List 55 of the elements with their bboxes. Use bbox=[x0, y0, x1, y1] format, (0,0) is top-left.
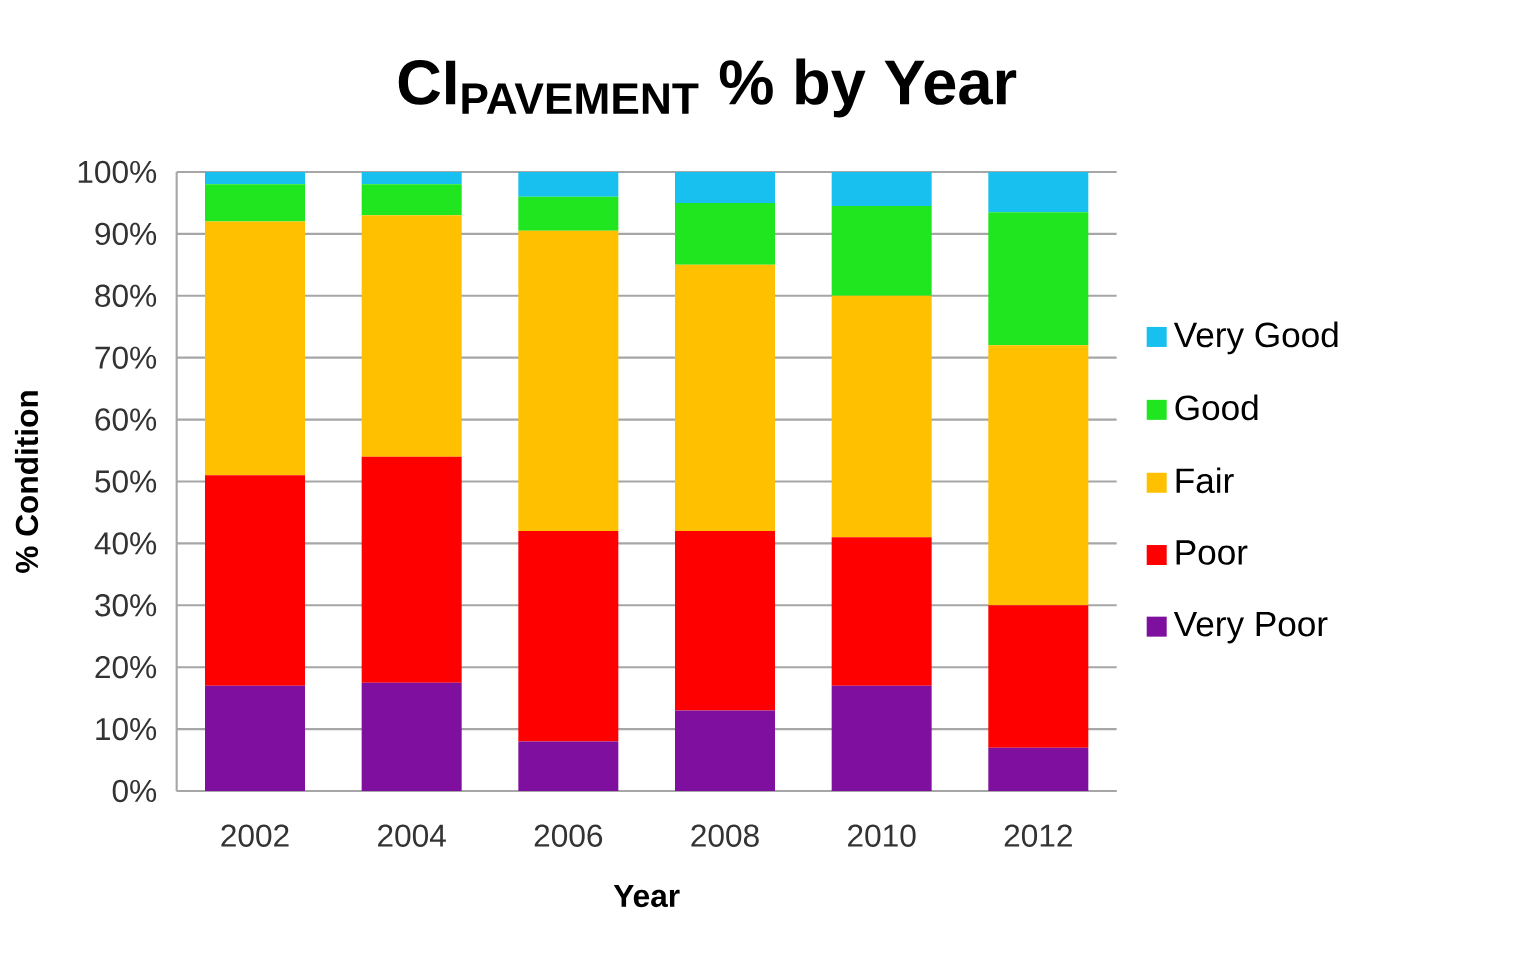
bar bbox=[205, 184, 305, 222]
x-axis-title: Year bbox=[613, 885, 680, 908]
x-tick-label: 2010 bbox=[848, 824, 916, 847]
y-tick-label: 50% bbox=[95, 470, 157, 493]
bar bbox=[205, 475, 305, 686]
x-tick-label: 2008 bbox=[691, 824, 759, 847]
bar bbox=[205, 221, 305, 476]
legend-label: Poor bbox=[1176, 540, 1248, 565]
bar bbox=[205, 171, 305, 185]
bar bbox=[675, 202, 775, 265]
y-tick-label: 30% bbox=[95, 594, 157, 617]
bar bbox=[518, 196, 619, 231]
legend-label: Good bbox=[1175, 394, 1258, 421]
legend-label: Very Good bbox=[1173, 321, 1338, 355]
bar bbox=[518, 531, 619, 742]
bar bbox=[988, 605, 1089, 748]
x-tick-label: 2006 bbox=[534, 824, 603, 847]
bar bbox=[518, 171, 619, 197]
y-tick-label: 40% bbox=[94, 532, 157, 555]
bar bbox=[205, 685, 305, 791]
bar bbox=[361, 456, 462, 683]
bar bbox=[361, 184, 462, 216]
bar bbox=[831, 171, 932, 207]
y-tick-label: 10% bbox=[96, 717, 157, 741]
bar bbox=[988, 212, 1089, 346]
x-tick-label: 2012 bbox=[1004, 824, 1072, 847]
bar bbox=[361, 215, 462, 457]
y-axis-title: % Condition bbox=[14, 391, 39, 573]
y-tick-label: 70% bbox=[95, 346, 157, 369]
bar bbox=[518, 230, 619, 532]
bar bbox=[831, 206, 932, 296]
bar bbox=[988, 171, 1089, 213]
x-tick-label: 2004 bbox=[378, 824, 446, 847]
bar bbox=[675, 171, 775, 203]
y-tick-label: 100% bbox=[78, 160, 157, 184]
bar bbox=[361, 682, 462, 791]
y-tick-label: 60% bbox=[95, 408, 157, 431]
y-tick-label: 20% bbox=[95, 655, 157, 679]
bar bbox=[988, 747, 1089, 791]
bar bbox=[988, 345, 1089, 606]
legend-label: Fair bbox=[1176, 467, 1234, 494]
bar bbox=[361, 171, 462, 185]
bar bbox=[831, 295, 932, 538]
y-tick-label: 80% bbox=[95, 284, 157, 308]
legend-label: Very Poor bbox=[1173, 611, 1328, 644]
bar bbox=[675, 264, 775, 532]
bar bbox=[831, 537, 932, 686]
bar bbox=[831, 685, 932, 791]
x-tick-label: 2002 bbox=[221, 824, 289, 847]
bar bbox=[518, 741, 619, 791]
bar bbox=[675, 531, 775, 711]
y-tick-label: 0% bbox=[112, 779, 157, 803]
bar bbox=[675, 710, 775, 791]
y-tick-label: 90% bbox=[95, 222, 157, 246]
chart-title: CI$_{PAVEMENT}$ % by Year bbox=[398, 58, 1017, 118]
